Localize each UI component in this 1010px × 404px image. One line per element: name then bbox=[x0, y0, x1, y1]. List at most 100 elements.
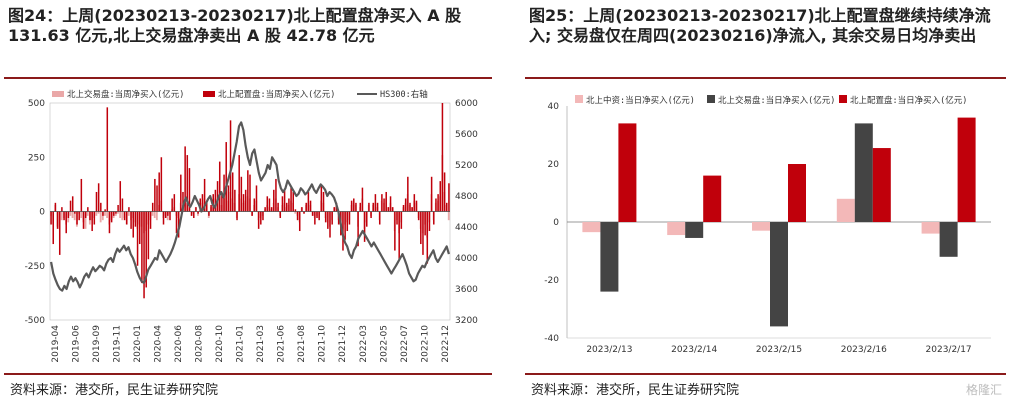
trading-bar bbox=[447, 211, 450, 221]
allocation-bar bbox=[361, 187, 364, 212]
x-tick-label: 2019-09 bbox=[92, 325, 102, 363]
allocation-bar bbox=[169, 211, 171, 221]
allocation-bar bbox=[331, 211, 333, 225]
right-y-tick-label: 5600 bbox=[455, 130, 478, 140]
allocation-bar bbox=[218, 161, 221, 212]
allocation-bar bbox=[290, 187, 292, 212]
allocation-bar bbox=[164, 211, 167, 219]
bar-0 bbox=[582, 222, 601, 233]
allocation-bar bbox=[283, 189, 286, 212]
y-tick-label: -40 bbox=[544, 334, 559, 344]
trading-bar bbox=[121, 211, 124, 221]
allocation-bar bbox=[225, 142, 227, 212]
allocation-bar bbox=[374, 194, 377, 212]
left-title-rule bbox=[4, 77, 492, 79]
right-chart-panel: 图25：上周(20230213-20230217)北上配置盘继续持续净流入; 交… bbox=[521, 0, 1010, 404]
allocation-bar bbox=[156, 185, 158, 212]
allocation-bar bbox=[234, 189, 236, 212]
allocation-bar bbox=[54, 202, 57, 212]
allocation-bar bbox=[117, 204, 119, 212]
right-y-tick-label: 3600 bbox=[455, 285, 478, 295]
right-title-rule bbox=[525, 77, 1006, 79]
watermark-logo: 格隆汇 bbox=[965, 383, 1002, 397]
allocation-bar bbox=[71, 196, 74, 212]
right-source: 资料来源：港交所，民生证券研究院 bbox=[531, 383, 740, 398]
allocation-bar bbox=[95, 191, 98, 212]
x-tick-label: 2020-06 bbox=[174, 325, 184, 363]
allocation-bar bbox=[387, 207, 390, 212]
allocation-bar bbox=[106, 107, 109, 212]
allocation-bar bbox=[275, 178, 277, 212]
bar-2 bbox=[788, 164, 806, 222]
allocation-bar bbox=[437, 194, 439, 212]
x-tick-label: 2023/2/17 bbox=[926, 345, 972, 355]
allocation-bar bbox=[424, 211, 426, 236]
x-tick-label: 2023/2/13 bbox=[586, 345, 632, 355]
allocation-bar bbox=[145, 211, 147, 288]
allocation-bar bbox=[242, 194, 245, 212]
allocation-bar bbox=[171, 198, 173, 212]
allocation-bar bbox=[394, 211, 396, 251]
right-y-tick-label: 4000 bbox=[455, 254, 478, 264]
legend-swatch-trading bbox=[52, 91, 64, 97]
allocation-bar bbox=[143, 211, 145, 299]
allocation-bar bbox=[63, 211, 65, 221]
allocation-bar bbox=[180, 174, 182, 212]
allocation-bar bbox=[100, 202, 102, 212]
allocation-bar bbox=[195, 207, 197, 212]
allocation-bar bbox=[58, 211, 61, 255]
legend-label-allocation: 北上配置盘:当周净买入(亿元) bbox=[218, 89, 335, 100]
allocation-bar bbox=[134, 211, 137, 227]
left-source-rule bbox=[4, 373, 492, 375]
allocation-bar bbox=[389, 196, 392, 212]
left-y-tick-label: 250 bbox=[28, 153, 45, 163]
allocation-bar bbox=[307, 191, 310, 212]
allocation-bar bbox=[353, 198, 355, 212]
allocation-bar bbox=[167, 211, 169, 216]
allocation-bar bbox=[203, 178, 206, 212]
allocation-bar bbox=[318, 211, 320, 221]
allocation-bar bbox=[108, 211, 111, 234]
allocation-bar bbox=[404, 198, 407, 212]
allocation-bar bbox=[400, 211, 403, 229]
left-y-tick-label: 0 bbox=[39, 208, 45, 218]
allocation-bar bbox=[208, 211, 210, 216]
x-tick-label: 2020-10 bbox=[215, 325, 225, 363]
allocation-bar bbox=[84, 211, 87, 219]
allocation-bar bbox=[74, 211, 76, 214]
allocation-bar bbox=[173, 194, 176, 212]
allocation-bar bbox=[378, 211, 381, 225]
allocation-bar bbox=[136, 211, 139, 266]
allocation-bar bbox=[422, 211, 424, 255]
trading-bar bbox=[80, 211, 83, 219]
allocation-bar bbox=[113, 211, 115, 216]
allocation-bar bbox=[138, 211, 141, 245]
allocation-bar bbox=[322, 191, 325, 212]
allocation-bar bbox=[417, 211, 420, 221]
trading-bar bbox=[117, 211, 119, 214]
left-y-tick-label: 500 bbox=[28, 99, 45, 109]
x-tick-label: 2021-01 bbox=[236, 325, 246, 363]
allocation-bar bbox=[270, 207, 273, 212]
allocation-bar bbox=[428, 211, 431, 232]
allocation-bar bbox=[231, 172, 234, 212]
x-tick-label: 2022-07 bbox=[400, 325, 410, 363]
allocation-bar bbox=[426, 211, 429, 264]
trading-bar bbox=[97, 211, 100, 214]
x-tick-label: 2020-04 bbox=[154, 325, 164, 363]
allocation-bar bbox=[396, 211, 398, 225]
allocation-bar bbox=[188, 168, 191, 212]
legend-swatch-0 bbox=[575, 95, 583, 103]
allocation-bar bbox=[305, 202, 307, 212]
allocation-bar bbox=[448, 183, 450, 212]
allocation-bar bbox=[435, 198, 437, 212]
trading-bar bbox=[127, 211, 130, 216]
allocation-bar bbox=[298, 211, 301, 232]
right-y-tick-label: 5200 bbox=[455, 161, 478, 171]
bar-0 bbox=[921, 222, 940, 234]
allocation-bar bbox=[186, 155, 189, 212]
trading-bar bbox=[155, 211, 158, 221]
allocation-bar bbox=[115, 211, 117, 214]
left-y-tick-label: -500 bbox=[25, 316, 46, 326]
allocation-bar bbox=[344, 211, 346, 240]
